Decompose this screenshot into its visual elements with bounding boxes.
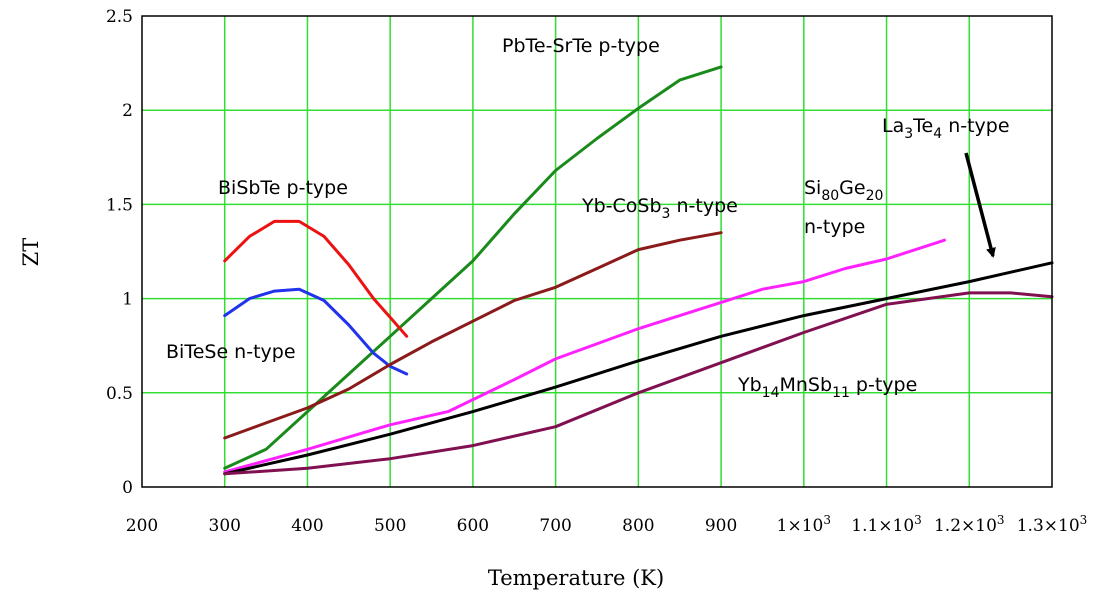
series-label-7: Yb14MnSb11 p-type bbox=[737, 374, 917, 401]
y-tick-label: 1 bbox=[122, 290, 133, 310]
x-tick-label: 200 bbox=[126, 516, 158, 536]
x-tick-label: 500 bbox=[374, 516, 406, 536]
x-tick-label: 800 bbox=[622, 516, 654, 536]
annotation-arrow bbox=[964, 152, 996, 258]
series-line-0 bbox=[223, 65, 723, 470]
series-line-4 bbox=[223, 238, 946, 474]
grid bbox=[142, 16, 1052, 487]
series-line-2 bbox=[223, 287, 409, 376]
series-line-1 bbox=[223, 219, 409, 338]
x-axis-title: Temperature (K) bbox=[488, 566, 664, 590]
series-line-6 bbox=[223, 291, 1054, 476]
y-axis-title: ZT bbox=[19, 238, 43, 267]
y-tick-label: 2 bbox=[122, 101, 133, 121]
series-line-3 bbox=[223, 231, 723, 440]
series-label-2: BiTeSe n-type bbox=[166, 341, 296, 363]
la3te4-pointer-arrow bbox=[964, 152, 996, 258]
y-tick-labels: 0 0.5 1 1.5 2 2.5 bbox=[106, 7, 133, 498]
series-label-3: Yb-CoSb3 n-type bbox=[581, 195, 738, 222]
y-tick-label: 0 bbox=[122, 478, 133, 498]
x-tick-label: 1×103 bbox=[777, 513, 831, 536]
plot-area-border bbox=[141, 15, 1053, 488]
plot-frame bbox=[141, 15, 1053, 488]
x-tick-label: 700 bbox=[539, 516, 571, 536]
x-tick-label: 1.2×103 bbox=[934, 513, 1005, 536]
x-tick-label: 900 bbox=[705, 516, 737, 536]
y-tick-label: 1.5 bbox=[106, 195, 133, 215]
series-annotations: PbTe-SrTe p-type BiSbTe p-type BiTeSe n-ty… bbox=[166, 35, 1010, 401]
series-label-5: n-type bbox=[804, 216, 865, 238]
series-label-1: BiSbTe p-type bbox=[218, 177, 348, 199]
x-tick-labels: 200 300 400 500 600 700 800 900 1×103 1.1×103 1.2×… bbox=[126, 513, 1088, 536]
series-line-5 bbox=[223, 261, 1054, 476]
x-tick-label: 1.1×103 bbox=[851, 513, 922, 536]
series-lines bbox=[223, 65, 1054, 476]
x-tick-label: 300 bbox=[209, 516, 241, 536]
x-tick-label: 600 bbox=[457, 516, 489, 536]
x-tick-label: 1.3×103 bbox=[1017, 513, 1088, 536]
x-tick-label: 400 bbox=[291, 516, 323, 536]
series-label-4: Si80Ge20 bbox=[804, 177, 883, 204]
y-tick-label: 2.5 bbox=[106, 7, 133, 27]
y-tick-label: 0.5 bbox=[106, 384, 133, 404]
series-label-6: La3Te4 n-type bbox=[882, 115, 1010, 142]
series-label-0: PbTe-SrTe p-type bbox=[502, 35, 660, 57]
